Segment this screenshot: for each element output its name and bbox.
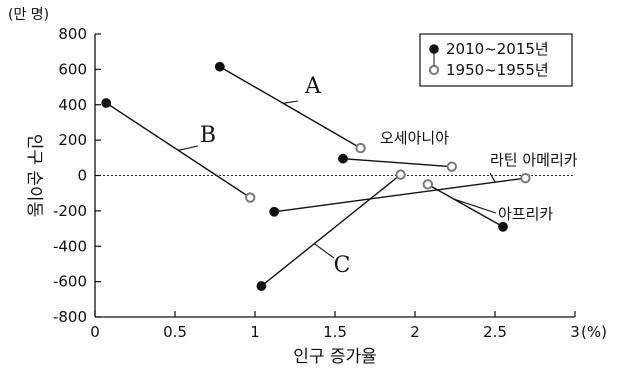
label-leader	[283, 100, 299, 104]
y-unit-label: (만 명)	[8, 7, 49, 23]
x-tick-label: 2	[410, 323, 420, 341]
point-1950-1955	[355, 142, 366, 154]
point-1950-1955	[520, 172, 531, 184]
legend-marker-open	[428, 64, 440, 76]
y-tick-label: -200	[53, 202, 87, 220]
point-1950-1955	[245, 192, 256, 203]
region-line	[342, 157, 452, 168]
region-label: 라틴 아메리카	[490, 151, 578, 169]
point-1950-1955	[446, 161, 457, 172]
data-points	[101, 61, 531, 291]
x-tick-label: 0	[90, 323, 100, 341]
point-1950-1955	[422, 179, 433, 190]
legend-label: 1950~1955년	[446, 61, 549, 79]
region-line	[219, 66, 361, 149]
legend-label: 2010~2015년	[446, 40, 549, 58]
region-label: 오세아니아	[380, 129, 449, 147]
y-tick-label: 200	[58, 131, 87, 149]
y-axis-title: 인구 순이동	[24, 134, 44, 218]
legend-box	[419, 33, 573, 87]
x-unit-label: (%)	[581, 323, 607, 341]
point-1950-1955	[395, 169, 406, 180]
x-tick-label: 3	[570, 323, 580, 341]
point-2010-2015	[256, 281, 267, 291]
y-tick-label: 800	[58, 25, 87, 43]
legend-marker-filled	[429, 44, 439, 54]
legend: 2010~2015년 1950~1955년	[419, 33, 573, 87]
region-lines	[105, 66, 526, 287]
region-label: A	[304, 74, 322, 99]
y-tick-label: -400	[53, 237, 87, 255]
label-leader	[489, 172, 496, 183]
x-tick-label: 2.5	[483, 323, 507, 341]
y-tick-label: 400	[58, 96, 87, 114]
point-2010-2015	[338, 153, 348, 164]
y-tick-label: 0	[77, 167, 87, 185]
point-2010-2015	[214, 61, 225, 72]
x-tick-label: 1	[250, 323, 260, 341]
y-tick-label: 600	[58, 60, 87, 78]
point-2010-2015	[101, 98, 112, 108]
y-tick-label: -600	[53, 273, 87, 291]
point-2010-2015	[269, 206, 280, 217]
label-leader	[453, 198, 497, 214]
region-label: 아프리카	[498, 205, 553, 223]
region-label: B	[200, 123, 216, 148]
region-line	[260, 174, 402, 287]
region-label: C	[334, 253, 351, 278]
label-leader	[178, 145, 199, 151]
x-axis-title: 인구 증가율	[293, 347, 377, 367]
axis-titles: (만 명) 인구 증가율 인구 순이동	[8, 7, 377, 367]
region-line	[427, 183, 504, 228]
x-tick-label: 1.5	[323, 323, 347, 341]
y-tick-label: -800	[53, 308, 87, 326]
label-leader	[313, 243, 335, 259]
region-line	[274, 177, 526, 213]
point-2010-2015	[498, 221, 508, 232]
x-tick-label: 0.5	[163, 323, 187, 341]
